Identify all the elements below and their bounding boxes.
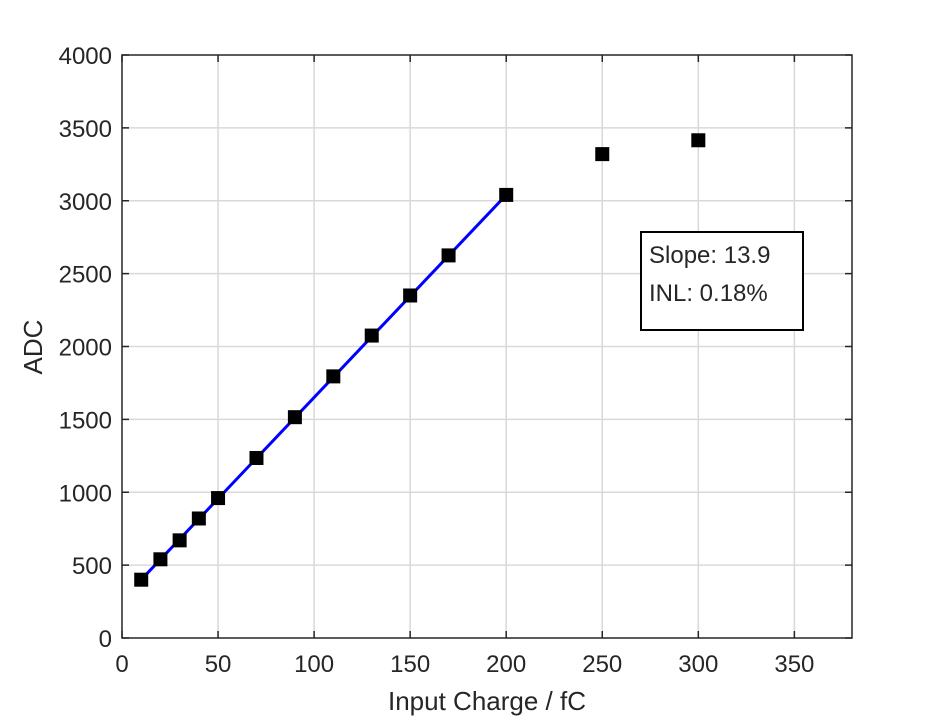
annotation-frame: [640, 231, 804, 331]
y-tick-label: 2500: [59, 262, 112, 289]
y-tick-label: 1000: [59, 480, 112, 507]
data-point: [595, 147, 610, 162]
y-tick-label: 3000: [59, 189, 112, 216]
data-point: [287, 410, 302, 425]
x-tick-label: 250: [582, 651, 622, 678]
data-point: [691, 133, 706, 148]
x-tick-label: 300: [678, 651, 718, 678]
data-point: [249, 450, 264, 465]
y-tick-label: 0: [99, 626, 112, 653]
x-tick-label: 150: [390, 651, 430, 678]
data-point: [364, 328, 379, 343]
data-point: [403, 288, 418, 303]
series-layer: [134, 133, 706, 587]
y-axis-label: ADC: [18, 320, 48, 375]
y-tick-labels: 0 500 1000 1500 2000 2500 3000 3500 4000: [59, 43, 112, 653]
data-point: [172, 533, 187, 548]
data-point: [211, 491, 226, 506]
data-point: [191, 511, 206, 526]
data-point: [499, 187, 514, 202]
x-tick-labels: 0 50 100 150 200 250 300 350: [115, 651, 814, 678]
y-tick-label: 4000: [59, 43, 112, 70]
y-tick-label: 500: [72, 553, 112, 580]
x-tick-label: 350: [774, 651, 814, 678]
plot-frame: [121, 54, 853, 639]
annotation-slope: Slope: 13.9: [649, 242, 770, 269]
annotation-inl: INL: 0.18%: [649, 280, 768, 307]
data-point: [153, 552, 168, 567]
data-point: [441, 248, 456, 263]
y-tick-label: 2000: [59, 335, 112, 362]
annotation-box: Slope: 13.9 INL: 0.18%: [640, 231, 804, 331]
x-tick-label: 50: [205, 651, 232, 678]
grid: [122, 55, 852, 638]
y-tick-label: 3500: [59, 116, 112, 143]
x-tick-label: 200: [486, 651, 526, 678]
data-point: [134, 572, 149, 587]
x-tick-label: 100: [294, 651, 334, 678]
x-tick-label: 0: [115, 651, 128, 678]
x-axis-label: Input Charge / fC: [388, 686, 586, 716]
y-tick-label: 1500: [59, 407, 112, 434]
data-point: [326, 369, 341, 384]
